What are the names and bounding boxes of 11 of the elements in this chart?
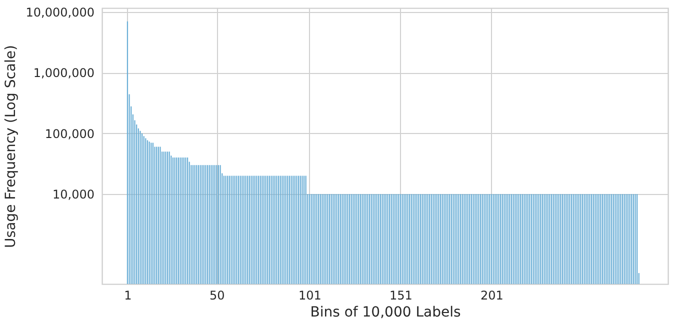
y-axis-title: Usage Frequency (Log Scale)	[2, 45, 19, 248]
x-axis-title: Bins of 10,000 Labels	[310, 304, 461, 320]
x-tick-label: 101	[298, 288, 322, 302]
y-tick-label: 1,000,000	[33, 66, 94, 80]
x-tick-label: 201	[480, 288, 504, 302]
x-tick-label: 151	[390, 288, 412, 302]
y-tick-label: 10,000	[52, 188, 94, 202]
x-tick-label: 50	[210, 288, 225, 302]
x-tick-label: 1	[124, 288, 132, 302]
y-tick-label: 100,000	[44, 126, 94, 141]
y-tick-label: 10,000,000	[26, 5, 94, 20]
